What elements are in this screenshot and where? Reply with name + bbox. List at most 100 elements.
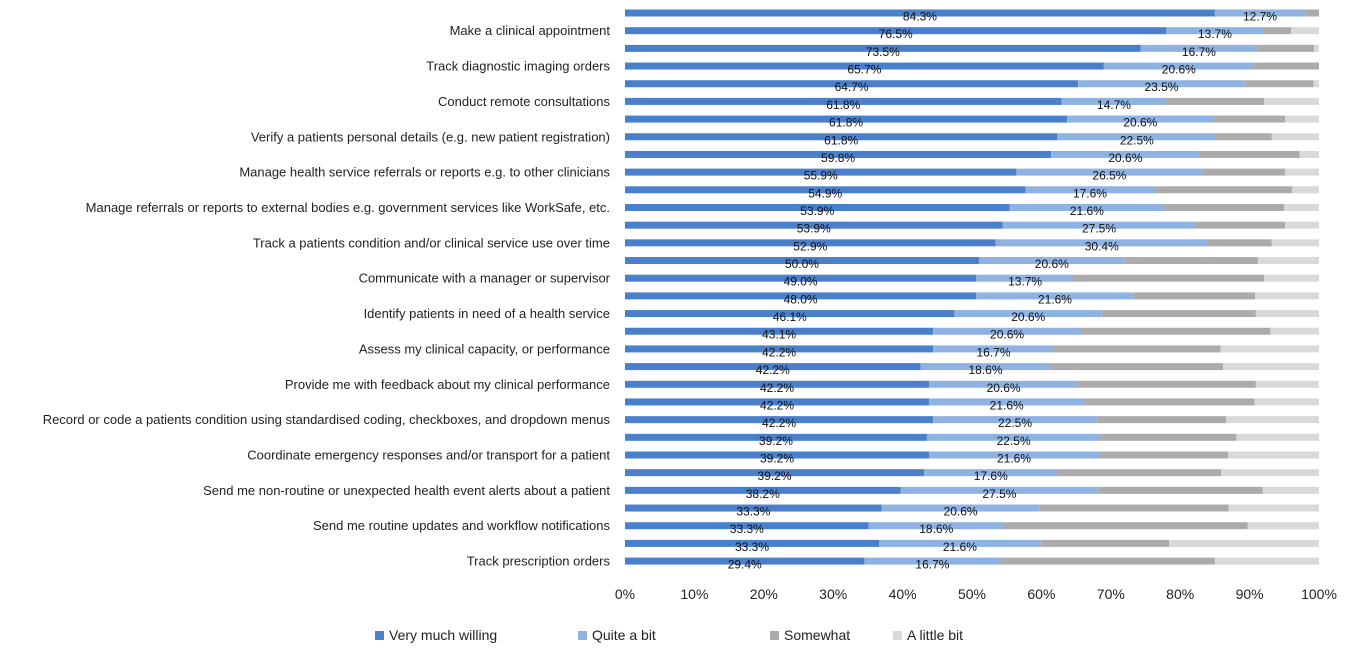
category-label: Identify patients in need of a health se… <box>364 306 610 321</box>
bar-segment <box>1100 433 1237 441</box>
category-label: Conduct remote consultations <box>438 94 610 109</box>
bar-segment <box>625 150 1052 158</box>
bar-segment <box>1025 186 1155 194</box>
bar-segment <box>625 557 865 565</box>
bar-segment <box>976 292 1134 300</box>
data-label: 17.6% <box>974 469 1008 483</box>
bar-segment <box>1221 469 1319 477</box>
data-label: 50.0% <box>785 257 819 271</box>
bar-segment <box>1271 133 1319 141</box>
bar-segment <box>1214 9 1306 17</box>
bar-segment <box>1002 221 1196 229</box>
data-label: 20.6% <box>1162 63 1196 77</box>
bar-segment <box>625 274 977 282</box>
bar-segment <box>1271 239 1319 247</box>
data-label: 33.3% <box>735 540 769 554</box>
bar-segment <box>1057 469 1222 477</box>
data-label: 53.9% <box>800 204 834 218</box>
bar-segment <box>933 345 1054 353</box>
bar-segment <box>625 310 955 318</box>
bar-segment <box>928 380 1079 388</box>
data-label: 27.5% <box>1082 222 1116 236</box>
data-label: 84.3% <box>903 10 937 24</box>
bar-segment <box>625 221 1003 229</box>
bar-segment <box>1253 62 1319 70</box>
bar-segment <box>1053 345 1221 353</box>
bar-segment <box>1284 221 1319 229</box>
bar-segment <box>1074 274 1265 282</box>
bar-segment <box>1226 416 1319 424</box>
data-label: 65.7% <box>847 63 881 77</box>
category-label: Coordinate emergency responses and/or tr… <box>247 448 610 463</box>
bar-segment <box>1000 557 1215 565</box>
data-label: 42.2% <box>762 345 796 359</box>
data-label: 52.9% <box>793 239 827 253</box>
data-label: 20.6% <box>987 381 1021 395</box>
bar-segment <box>1313 80 1319 88</box>
bar-segment <box>1009 203 1165 211</box>
bar-segment <box>1255 380 1319 388</box>
data-label: 20.6% <box>944 505 978 519</box>
bar-segment <box>1202 168 1285 176</box>
bar-segment <box>1291 27 1319 35</box>
x-tick-label: 60% <box>1027 586 1055 602</box>
bar-segment <box>1061 97 1167 105</box>
category-labels: Make a clinical appointment Track diagnos… <box>43 23 611 568</box>
data-label: 18.6% <box>919 522 953 536</box>
data-label: 26.5% <box>1092 169 1126 183</box>
data-label: 33.3% <box>730 522 764 536</box>
bar-segment <box>1254 398 1319 406</box>
data-label: 22.5% <box>998 416 1032 430</box>
bar-segment <box>924 469 1058 477</box>
data-label: 73.5% <box>866 45 900 59</box>
bar-segment <box>1098 486 1263 494</box>
data-label: 42.2% <box>760 381 794 395</box>
bar-segment <box>625 522 869 530</box>
bar-segment <box>1228 451 1319 459</box>
data-label: 49.0% <box>784 275 818 289</box>
data-label: 39.2% <box>759 434 793 448</box>
bar-segment <box>1040 539 1170 547</box>
bar-segment <box>625 451 929 459</box>
category-label: Track prescription orders <box>467 554 611 569</box>
bar-segment <box>1166 97 1265 105</box>
legend-swatch <box>893 631 902 640</box>
bar-segment <box>928 451 1099 459</box>
data-label: 64.7% <box>835 80 869 94</box>
data-label: 61.8% <box>826 98 860 112</box>
bar-segment <box>625 469 925 477</box>
bar-segment <box>1255 292 1319 300</box>
bar-segment <box>1284 203 1319 211</box>
data-label: 27.5% <box>982 487 1016 501</box>
data-label: 61.8% <box>824 133 858 147</box>
category-label: Record or code a patients condition usin… <box>43 412 611 427</box>
bar-segment <box>1154 186 1292 194</box>
bar-segment <box>1262 486 1319 494</box>
legend-label: A little bit <box>907 627 963 643</box>
data-label: 54.9% <box>808 186 842 200</box>
data-label: 42.2% <box>760 398 794 412</box>
bar-segment <box>625 186 1026 194</box>
bar-segment <box>625 257 979 265</box>
bar-segment <box>1078 80 1245 88</box>
data-label: 30.4% <box>1085 239 1119 253</box>
bar-segment <box>1284 115 1319 123</box>
bar-segment <box>1207 239 1272 247</box>
data-label: 22.5% <box>997 434 1031 448</box>
data-label: 16.7% <box>915 558 949 572</box>
data-label: 59.8% <box>821 151 855 165</box>
bar-segment <box>625 62 1104 70</box>
data-label: 21.6% <box>943 540 977 554</box>
category-label: Send me non-routine or unexpected health… <box>203 483 610 498</box>
bar-segment <box>1195 221 1285 229</box>
bar-segment <box>1264 97 1319 105</box>
bar-segment <box>625 27 1167 35</box>
bar-segment <box>1099 451 1229 459</box>
bar-segment <box>625 433 927 441</box>
bar-segment <box>1164 203 1285 211</box>
x-tick-label: 90% <box>1236 586 1264 602</box>
bar-segment <box>900 486 1099 494</box>
bar-segment <box>1214 557 1319 565</box>
bar-segment <box>625 327 934 335</box>
bar-segment <box>625 416 934 424</box>
